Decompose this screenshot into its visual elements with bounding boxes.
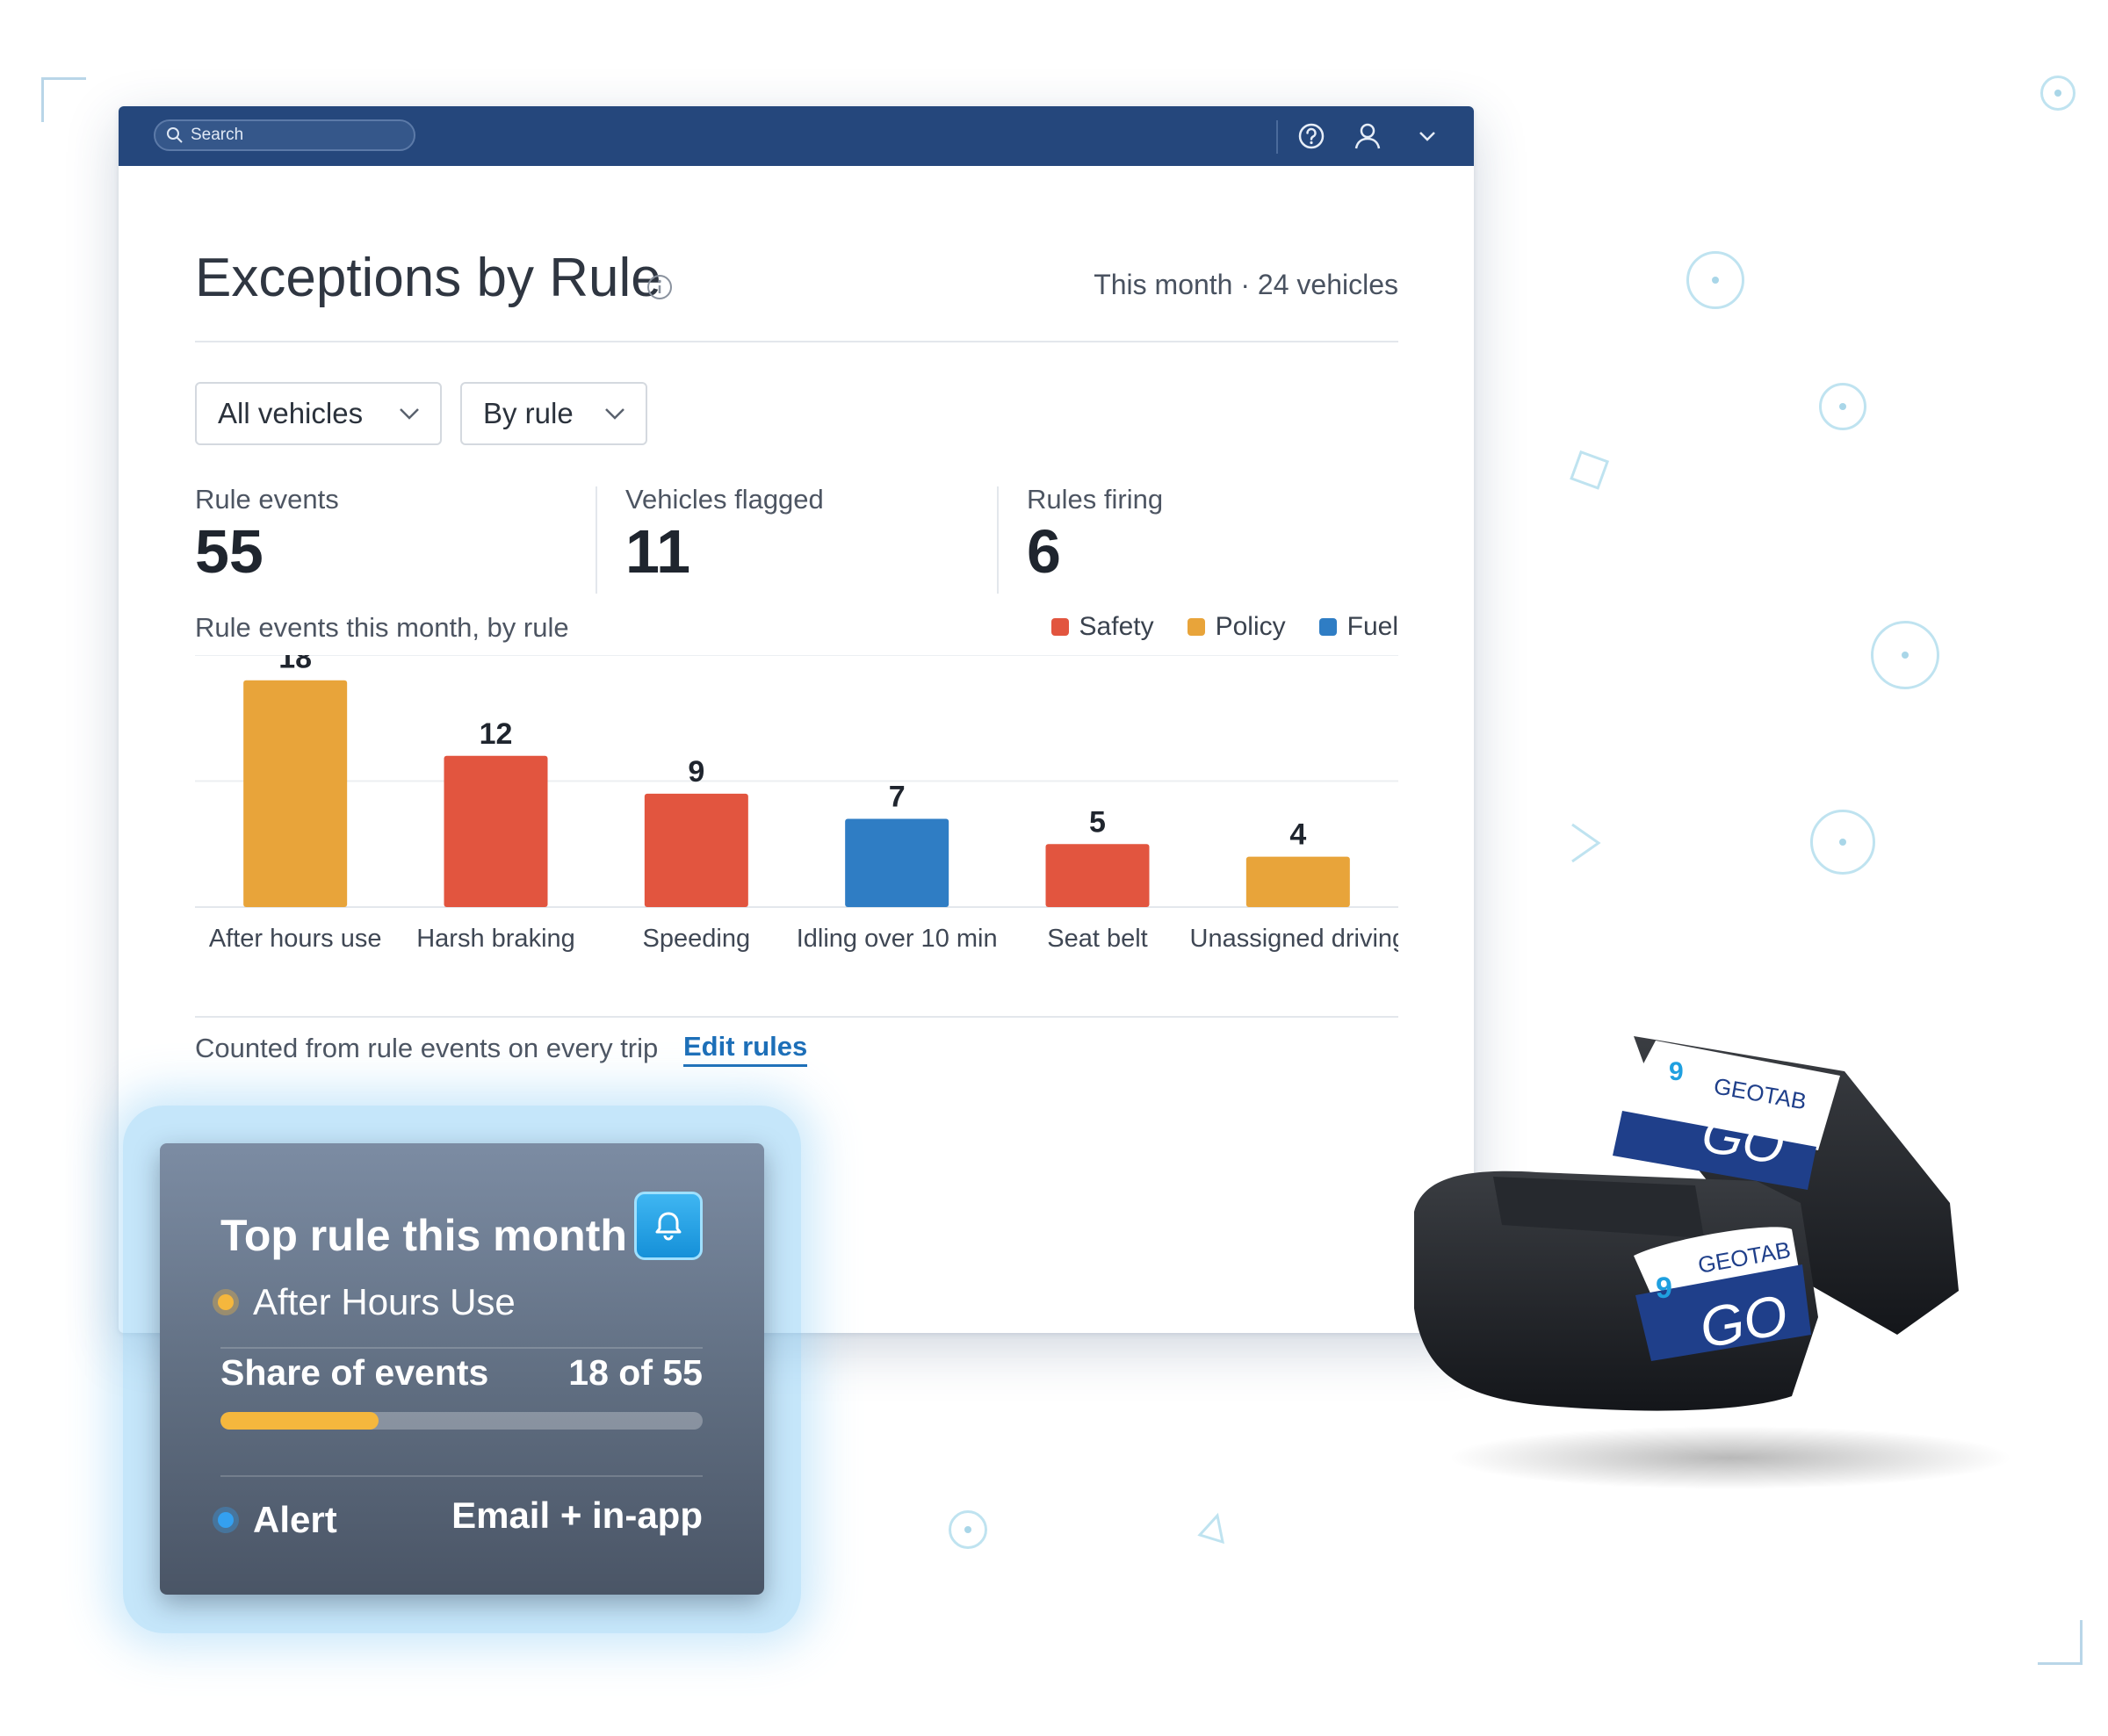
corner-bracket-top-left xyxy=(41,77,86,122)
info-icon[interactable] xyxy=(646,273,674,301)
search-box[interactable] xyxy=(154,119,415,151)
kpi-label: Vehicles flagged xyxy=(625,484,824,515)
legend-swatch xyxy=(1050,618,1069,636)
decorative-ring xyxy=(1686,251,1744,309)
toolbar-divider xyxy=(1276,120,1278,154)
category-label: Harsh braking xyxy=(416,925,575,953)
help-circle-icon[interactable] xyxy=(1296,121,1326,151)
legend-item-policy: Policy xyxy=(1187,612,1286,642)
decorative-ring xyxy=(1819,383,1866,430)
data-label: 18 xyxy=(278,655,312,675)
share-progress-bar xyxy=(220,1412,703,1430)
status-dot xyxy=(213,1507,239,1533)
device-model-label: GO xyxy=(1698,1104,1789,1176)
bar xyxy=(845,818,949,907)
chevron-down-icon xyxy=(400,408,419,420)
kpi-value: 55 xyxy=(195,517,264,586)
grouping-value: By rule xyxy=(483,397,574,429)
data-label: 4 xyxy=(1289,818,1306,852)
category-label: Idling over 10 min xyxy=(797,925,998,953)
device-model-label: GO xyxy=(1695,1283,1793,1360)
corner-bracket-bottom-right xyxy=(2038,1620,2083,1665)
top-rule-row: After Hours Use xyxy=(213,1281,516,1323)
legend-label: Safety xyxy=(1079,612,1154,641)
data-label: 5 xyxy=(1089,805,1106,839)
edit-rules-link[interactable]: Edit rules xyxy=(683,1031,808,1067)
legend-swatch xyxy=(1318,618,1337,636)
decorative-ring xyxy=(1810,810,1875,875)
legend-item-fuel: Fuel xyxy=(1318,612,1398,642)
share-label: Share of events xyxy=(220,1352,489,1393)
decorative-ring xyxy=(949,1510,987,1549)
category-label: Speeding xyxy=(643,925,751,953)
period-summary: This month · 24 vehicles xyxy=(1094,269,1398,300)
share-progress-fill xyxy=(220,1412,379,1430)
chevron-down-icon xyxy=(605,408,624,420)
legend-item-safety: Safety xyxy=(1050,612,1154,642)
legend-swatch xyxy=(1187,618,1205,636)
bar xyxy=(1045,844,1150,907)
alert-label: Alert xyxy=(253,1499,337,1540)
bar xyxy=(1245,856,1350,907)
user-icon[interactable] xyxy=(1353,121,1382,151)
kpi-rules-firing: Rules firing 6 xyxy=(1027,484,1163,582)
chart-title: Rule events this month, by rule xyxy=(195,612,569,643)
bell-icon xyxy=(655,1212,682,1241)
data-label: 9 xyxy=(688,755,704,789)
decorative-ring xyxy=(2040,76,2076,111)
kpi-divider xyxy=(596,486,597,594)
kpi-value: 11 xyxy=(625,517,690,586)
card-title: Top rule this month xyxy=(220,1211,627,1260)
alert-value: Email + in-app xyxy=(451,1495,703,1536)
top-rule-name: After Hours Use xyxy=(253,1281,516,1322)
kpi-value: 6 xyxy=(1027,517,1061,586)
footer-divider xyxy=(195,1016,1398,1018)
top-bar xyxy=(119,106,1474,166)
share-value: 18 of 55 xyxy=(568,1352,703,1393)
data-label: 7 xyxy=(889,781,906,814)
decorative-chevron xyxy=(1571,823,1601,863)
device-back: 9 GEOTAB GO xyxy=(1613,1036,1959,1335)
category-label: After hours use xyxy=(209,925,382,953)
legend-label: Policy xyxy=(1215,612,1286,641)
grouping-select[interactable]: By rule xyxy=(460,382,647,445)
bar xyxy=(243,680,348,907)
search-input[interactable] xyxy=(191,126,401,145)
kpi-label: Rules firing xyxy=(1027,484,1164,515)
legend-label: Fuel xyxy=(1346,612,1398,641)
kpi-rule-events: Rule events 55 xyxy=(195,484,339,582)
card-divider xyxy=(220,1347,703,1349)
bar-chart: 18 After hours use 12 Harsh braking 9 Speedin… xyxy=(195,655,1398,953)
alert-bell-button[interactable] xyxy=(634,1192,703,1260)
decorative-triangle xyxy=(1197,1512,1224,1545)
device-logo-mark: 9 xyxy=(1656,1271,1672,1305)
footnote: Counted from rule events on every trip xyxy=(195,1033,659,1063)
decorative-square xyxy=(1570,450,1610,490)
device-logo-mark: 9 xyxy=(1669,1057,1684,1086)
status-dot xyxy=(213,1289,239,1315)
category-label: Unassigned driving xyxy=(1190,925,1398,953)
kpi-label: Rule events xyxy=(195,484,339,515)
title-divider xyxy=(195,341,1398,342)
bar xyxy=(444,755,548,907)
data-label: 12 xyxy=(480,717,513,751)
vehicle-filter-value: All vehicles xyxy=(218,397,364,429)
alert-row: Alert xyxy=(213,1499,337,1541)
chart-legend: Safety Policy Fuel xyxy=(1050,612,1398,642)
vehicle-filter-select[interactable]: All vehicles xyxy=(195,382,442,445)
top-rule-card: Top rule this month After Hours Use Shar… xyxy=(160,1143,764,1595)
chevron-down-icon[interactable] xyxy=(1412,121,1442,151)
decorative-ring xyxy=(1871,621,1939,689)
kpi-divider xyxy=(997,486,999,594)
device-front: 9 GEOTAB GO xyxy=(1414,1171,1818,1411)
bar xyxy=(644,793,748,907)
card-divider xyxy=(220,1475,703,1477)
search-icon xyxy=(167,127,183,143)
page-title: Exceptions by Rule xyxy=(195,248,661,308)
kpi-vehicles-flagged: Vehicles flagged 11 xyxy=(625,484,824,582)
category-label: Seat belt xyxy=(1047,925,1147,953)
geotab-go-devices-image: 9 GEOTAB GO 9 GEOTAB GO xyxy=(1414,1036,2011,1489)
